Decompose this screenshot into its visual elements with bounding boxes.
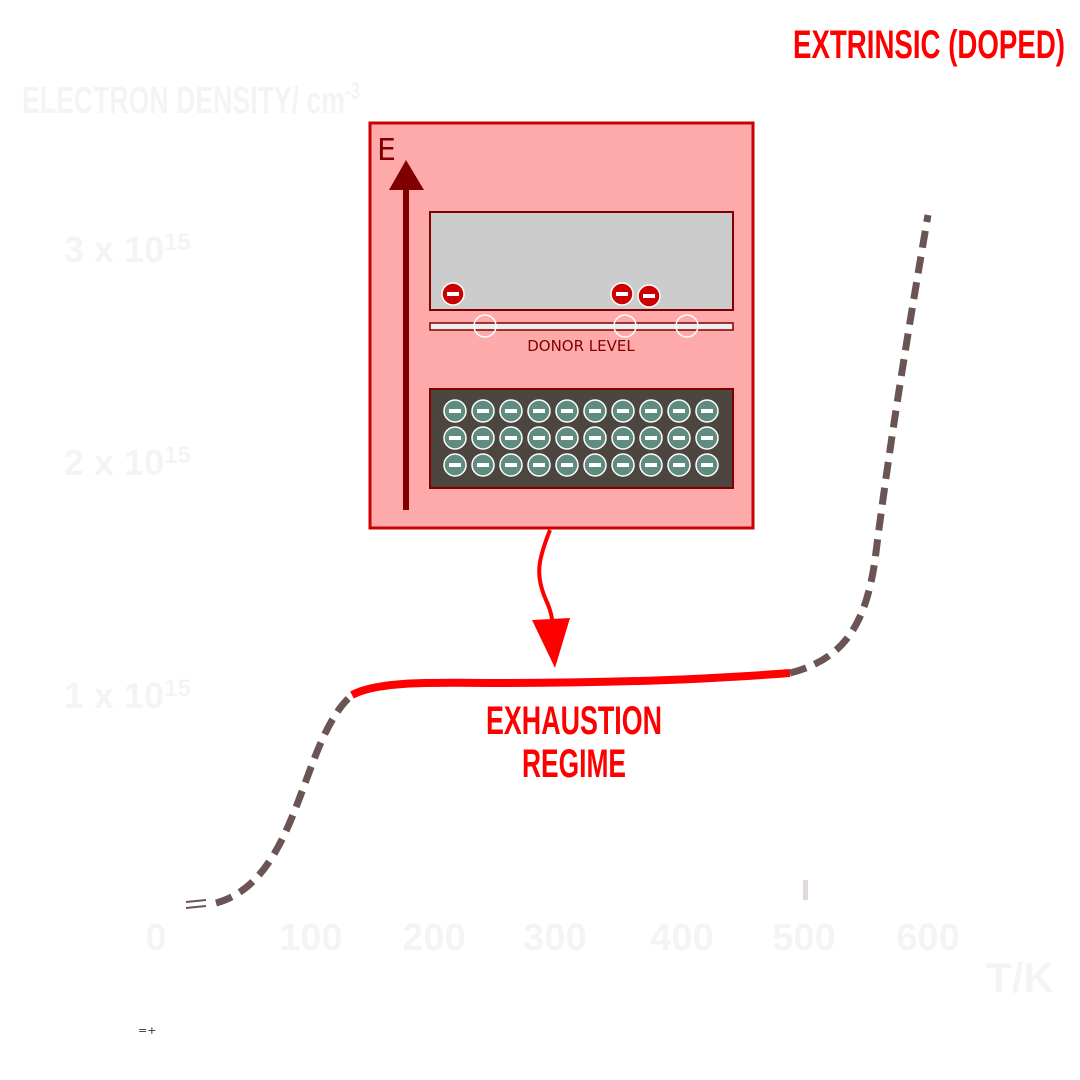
valence-electron	[611, 453, 635, 477]
energy-axis-arrowhead	[389, 160, 424, 190]
valence-electron	[555, 453, 579, 477]
valence-electron	[443, 399, 467, 423]
conduction-electron	[441, 282, 465, 306]
footnote: =+	[138, 1024, 156, 1037]
regime-label-line1: EXHAUSTION	[486, 699, 662, 743]
y-tick-exponent: 15	[164, 442, 191, 469]
y-tick-label: 3 x 1015	[64, 229, 191, 270]
band-diagram: E DONOR LEVEL	[368, 121, 755, 530]
exhaustion-curve	[350, 669, 791, 699]
conduction-band	[429, 211, 734, 311]
valence-electron	[527, 426, 551, 450]
valence-electron	[471, 426, 495, 450]
regime-label-line2: REGIME	[522, 742, 626, 786]
y-tick-mantissa: 2 x 10	[64, 442, 164, 483]
valence-electron	[471, 453, 495, 477]
ionized-donor-hole	[473, 314, 497, 338]
ionized-donor-hole	[675, 314, 699, 338]
x-tick-label: 100	[279, 917, 342, 959]
valence-electron	[527, 453, 551, 477]
ionized-donor-hole	[613, 314, 637, 338]
valence-electron	[695, 453, 719, 477]
valence-electron	[443, 453, 467, 477]
valence-electron	[667, 399, 691, 423]
valence-electron	[471, 399, 495, 423]
valence-electron	[499, 426, 523, 450]
valence-electron	[555, 426, 579, 450]
y-tick-mantissa: 1 x 10	[64, 675, 164, 716]
valence-electron	[499, 399, 523, 423]
conduction-electron	[637, 284, 661, 308]
tick-mark	[803, 880, 808, 900]
valence-electron	[611, 399, 635, 423]
conduction-electron	[610, 282, 634, 306]
y-axis-label: ELECTRON DENSITY/ cm-3	[22, 78, 360, 122]
x-tick-label: 400	[650, 917, 713, 959]
y-tick-exponent: 15	[164, 675, 191, 702]
y-tick-mantissa: 3 x 10	[64, 229, 164, 270]
valence-electron	[583, 453, 607, 477]
valence-electron	[639, 399, 663, 423]
y-axis-label-exponent: -3	[345, 78, 360, 105]
x-tick-label: 0	[145, 917, 166, 959]
curve-start-dash	[185, 899, 207, 909]
diagram-title: EXTRINSIC (DOPED)	[793, 23, 1065, 67]
valence-electron	[527, 399, 551, 423]
valence-electron	[639, 426, 663, 450]
valence-electrons	[443, 399, 719, 477]
x-tick-label: 200	[402, 917, 465, 959]
energy-axis-label: E	[377, 133, 396, 168]
x-axis-label: T/K	[986, 954, 1054, 1001]
x-tick-label: 600	[896, 917, 959, 959]
valence-electron	[695, 426, 719, 450]
energy-axis-line	[403, 185, 409, 510]
valence-electron	[583, 426, 607, 450]
donor-level-label: DONOR LEVEL	[527, 337, 635, 355]
freeze-out-curve	[215, 692, 355, 907]
y-tick-exponent: 15	[164, 229, 191, 256]
valence-electron	[639, 453, 663, 477]
x-tick-label: 500	[772, 917, 835, 959]
valence-electron	[667, 426, 691, 450]
valence-electron	[667, 453, 691, 477]
valence-electron	[443, 426, 467, 450]
valence-electron	[611, 426, 635, 450]
y-axis-label-text: ELECTRON DENSITY/ cm	[22, 80, 345, 122]
y-tick-label: 1 x 1015	[64, 675, 191, 716]
valence-electron	[695, 399, 719, 423]
y-tick-label: 2 x 1015	[64, 442, 191, 483]
donor-level-bar	[429, 322, 734, 331]
pointer-arrow-head	[532, 618, 570, 668]
intrinsic-curve	[789, 214, 932, 677]
valence-electron	[499, 453, 523, 477]
x-tick-label: 300	[523, 917, 586, 959]
valence-electron	[555, 399, 579, 423]
valence-electron	[583, 399, 607, 423]
